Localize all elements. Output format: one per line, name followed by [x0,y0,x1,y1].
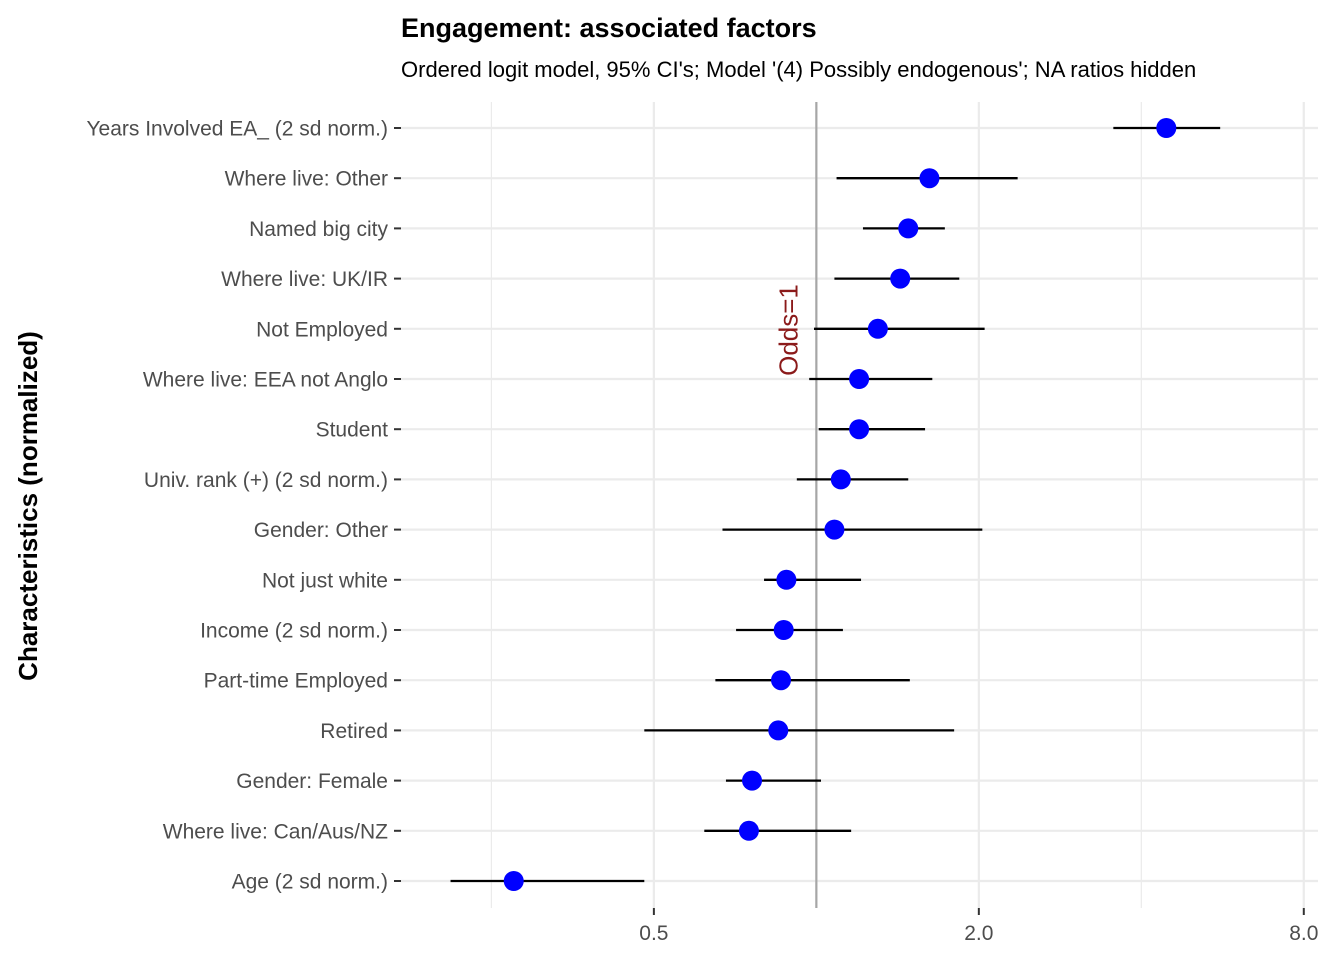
y-tick-label: Retired [320,720,388,743]
y-tick-label: Not just white [262,569,388,592]
estimate-point [776,569,797,590]
chart-subtitle: Ordered logit model, 95% CI's; Model '(4… [401,57,1196,82]
estimate-point [898,218,919,239]
estimate-point [919,168,940,189]
estimate-point [503,871,524,891]
grid-layer [401,102,1318,908]
y-tick-label: Years Involved EA_ (2 sd norm.) [86,118,388,141]
y-tick-label: Where live: EEA not Anglo [143,369,388,392]
y-tick-label: Where live: UK/IR [221,268,388,291]
estimate-point [738,820,759,841]
estimate-point [830,469,851,490]
x-tick-label-layer: 0.5 2.0 8.0 [639,908,1318,945]
estimate-point [1156,118,1177,138]
estimate-point [742,770,763,791]
estimate-point [867,318,888,339]
y-tick-label: Named big city [249,218,388,241]
y-tick-label: Gender: Female [236,770,388,793]
y-axis-title: Characteristics (normalized) [13,331,43,681]
estimate-point [824,519,845,540]
x-tick-label: 8.0 [1289,922,1318,945]
estimate-point [768,720,789,741]
y-tick-label: Where live: Can/Aus/NZ [163,820,388,843]
chart-title: Engagement: associated factors [401,13,817,43]
y-tick-label: Not Employed [256,318,388,341]
estimate-point [773,620,794,640]
y-tick-label: Income (2 sd norm.) [200,620,388,643]
x-tick-label: 2.0 [964,922,993,945]
estimate-point [849,419,870,440]
estimate-point [771,670,792,691]
reference-line-layer: Odds=1 [773,102,818,908]
y-tick-label: Univ. rank (+) (2 sd norm.) [144,469,388,492]
confidence-interval-layer [450,126,1221,883]
y-tick-label: Student [316,419,389,442]
y-tick-label: Age (2 sd norm.) [232,871,388,894]
x-tick-label: 0.5 [639,922,668,945]
y-tick-label: Gender: Other [254,519,388,542]
odds-reference-label: Odds=1 [773,284,803,376]
estimate-point [890,268,911,289]
y-tick-label: Part-time Employed [204,670,388,693]
estimate-point [849,369,870,389]
y-tick-label-layer: Years Involved EA_ (2 sd norm.) Where liv… [86,118,401,894]
point-layer [503,118,1177,891]
y-tick-label: Where live: Other [225,168,388,191]
